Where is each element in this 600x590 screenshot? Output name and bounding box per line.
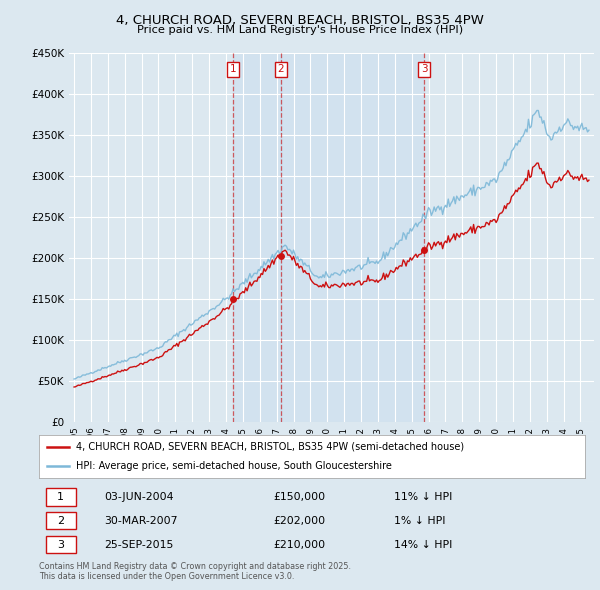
Text: Contains HM Land Registry data © Crown copyright and database right 2025.
This d: Contains HM Land Registry data © Crown c… xyxy=(39,562,351,581)
Text: 3: 3 xyxy=(57,540,64,549)
Text: 1: 1 xyxy=(57,492,64,502)
Text: Price paid vs. HM Land Registry's House Price Index (HPI): Price paid vs. HM Land Registry's House … xyxy=(137,25,463,35)
FancyBboxPatch shape xyxy=(46,488,76,506)
Text: £150,000: £150,000 xyxy=(274,492,326,502)
Text: HPI: Average price, semi-detached house, South Gloucestershire: HPI: Average price, semi-detached house,… xyxy=(76,461,392,471)
Bar xyxy=(281,53,424,422)
Text: 11% ↓ HPI: 11% ↓ HPI xyxy=(394,492,452,502)
Text: 1: 1 xyxy=(230,64,236,74)
Text: 1% ↓ HPI: 1% ↓ HPI xyxy=(394,516,445,526)
Text: 2: 2 xyxy=(277,64,284,74)
Text: 4, CHURCH ROAD, SEVERN BEACH, BRISTOL, BS35 4PW (semi-detached house): 4, CHURCH ROAD, SEVERN BEACH, BRISTOL, B… xyxy=(76,442,464,452)
Text: 03-JUN-2004: 03-JUN-2004 xyxy=(104,492,174,502)
Text: 30-MAR-2007: 30-MAR-2007 xyxy=(104,516,178,526)
Bar xyxy=(233,53,281,422)
Text: 25-SEP-2015: 25-SEP-2015 xyxy=(104,540,174,549)
Text: £210,000: £210,000 xyxy=(274,540,326,549)
Text: 2: 2 xyxy=(57,516,64,526)
Text: £202,000: £202,000 xyxy=(274,516,326,526)
FancyBboxPatch shape xyxy=(46,536,76,553)
Text: 4, CHURCH ROAD, SEVERN BEACH, BRISTOL, BS35 4PW: 4, CHURCH ROAD, SEVERN BEACH, BRISTOL, B… xyxy=(116,14,484,27)
FancyBboxPatch shape xyxy=(46,512,76,529)
Text: 3: 3 xyxy=(421,64,427,74)
Text: 14% ↓ HPI: 14% ↓ HPI xyxy=(394,540,452,549)
